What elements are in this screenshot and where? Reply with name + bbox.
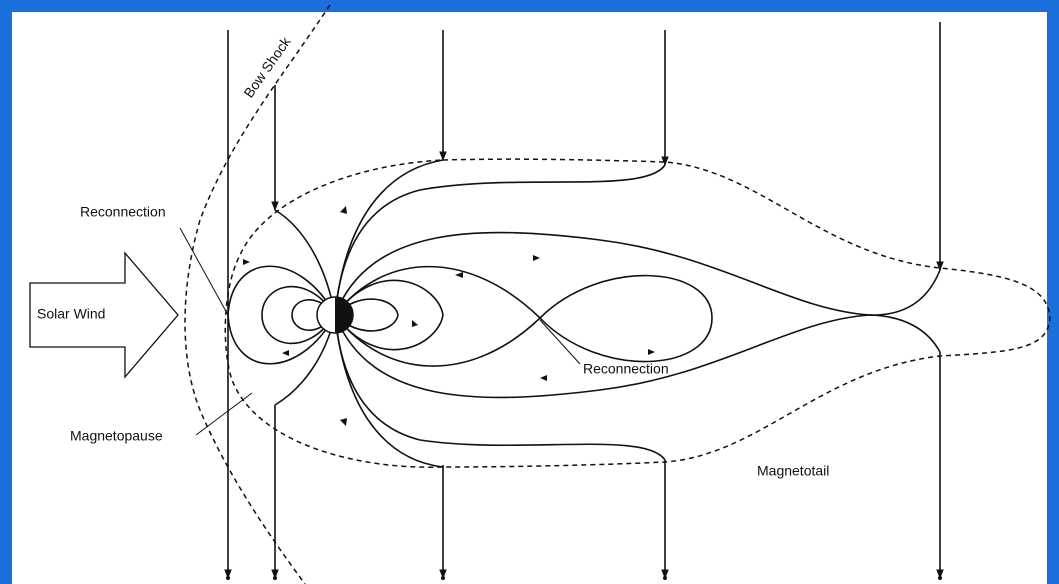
arrowheads [226, 206, 942, 580]
solar-wind-label: Solar Wind [37, 306, 105, 322]
leader-lines [179, 227, 581, 436]
magnetopause-label: Magnetopause [70, 428, 163, 444]
reconnection-label: Reconnection [80, 204, 166, 220]
reconnection-label: Reconnection [583, 361, 669, 377]
solar-wind-arrow [29, 251, 179, 379]
magnetopause-boundary [224, 158, 1051, 468]
magnetotail-label: Magnetotail [757, 463, 829, 479]
bow-shock-curve [184, 4, 331, 584]
earth [316, 296, 354, 334]
